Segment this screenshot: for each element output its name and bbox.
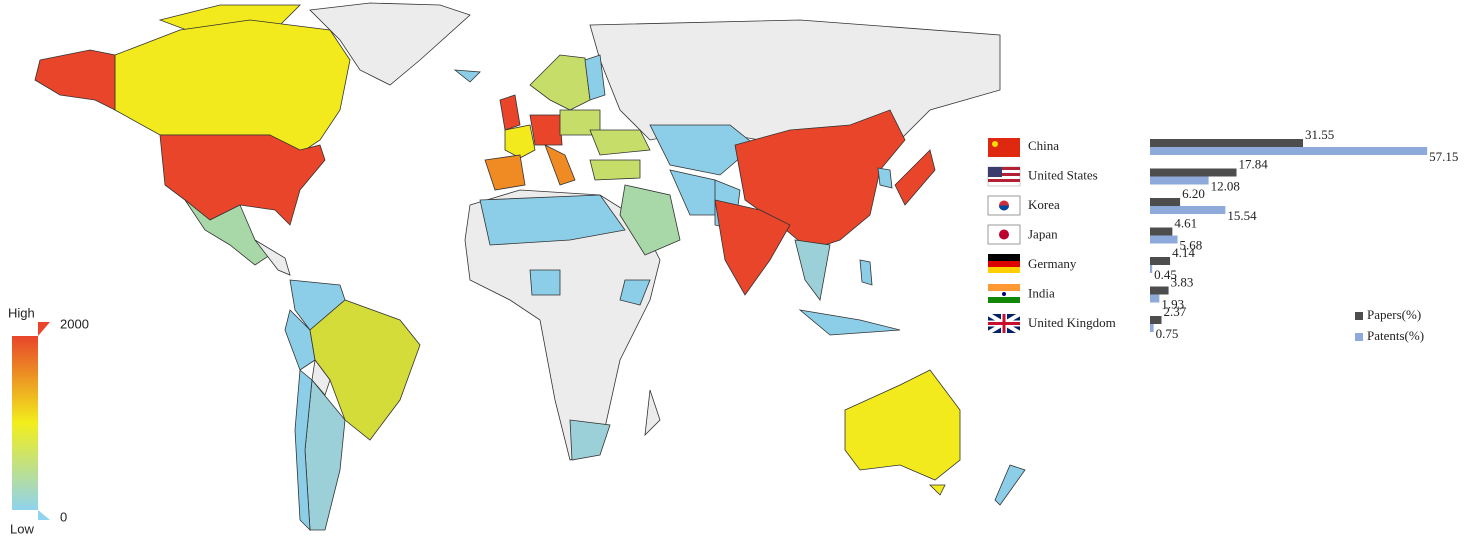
category-label: China <box>1028 138 1059 153</box>
turkey <box>589 159 641 181</box>
bar <box>1150 198 1181 206</box>
chile <box>294 369 313 532</box>
ethiopia <box>619 279 651 306</box>
bar <box>1150 257 1171 265</box>
bar <box>1150 168 1237 177</box>
bar <box>1150 316 1162 324</box>
korea <box>877 167 893 189</box>
scandinavia <box>529 54 591 111</box>
new-zealand <box>994 464 1026 506</box>
colorbar-gradient <box>12 336 38 510</box>
colorbar-max: 2000 <box>60 316 89 331</box>
bar <box>1150 265 1153 273</box>
flag-india <box>988 284 1020 303</box>
value-label: 3.83 <box>1171 274 1194 289</box>
category-label: Japan <box>1028 226 1058 241</box>
saudi-arabia <box>619 184 681 256</box>
world-map <box>34 2 1026 532</box>
central-america <box>254 239 291 276</box>
legend-swatch <box>1355 312 1363 320</box>
flag-uk <box>986 312 1022 335</box>
north-africa <box>479 194 626 246</box>
bar <box>1150 176 1209 185</box>
flag-korea <box>987 195 1021 216</box>
south-africa <box>569 419 611 461</box>
philippines <box>859 259 873 286</box>
tasmania <box>929 484 946 496</box>
india <box>714 199 791 296</box>
category-label: United Kingdom <box>1028 315 1116 330</box>
flags <box>986 138 1022 335</box>
canada <box>114 19 351 161</box>
colorbar-high-label: High <box>8 305 35 320</box>
australia <box>844 369 961 481</box>
bar <box>1150 324 1154 332</box>
value-label: 6.20 <box>1182 186 1205 201</box>
category-label: Korea <box>1028 197 1060 212</box>
colorbar-min: 0 <box>60 509 67 524</box>
value-label: 57.15 <box>1429 149 1458 164</box>
legend-swatch <box>1355 333 1363 341</box>
category-label: Germany <box>1028 256 1077 271</box>
value-label: 1.93 <box>1161 296 1184 311</box>
legend-label: Patents(%) <box>1367 328 1424 343</box>
germany <box>529 114 563 146</box>
bar <box>1150 235 1178 244</box>
value-label: 0.45 <box>1154 267 1177 282</box>
uk <box>499 94 521 131</box>
indonesia <box>798 309 901 336</box>
nigeria <box>529 269 561 296</box>
peru <box>284 309 316 371</box>
madagascar <box>644 389 661 437</box>
colorbar: High 2000 Low 0 <box>8 305 89 536</box>
value-label: 2.37 <box>1163 304 1186 319</box>
colorbar-low-label: Low <box>10 521 34 536</box>
category-label: United States <box>1028 167 1098 182</box>
spain <box>484 154 526 191</box>
value-label: 5.68 <box>1180 237 1203 252</box>
southeast-asia <box>794 239 831 301</box>
value-label: 0.75 <box>1156 326 1179 341</box>
iran <box>669 169 721 216</box>
value-label: 17.84 <box>1239 156 1269 171</box>
value-label: 4.14 <box>1172 245 1195 260</box>
value-label: 12.08 <box>1211 178 1240 193</box>
bar <box>1150 286 1169 295</box>
iceland <box>453 69 481 83</box>
bar <box>1150 139 1304 147</box>
category-label: India <box>1028 285 1055 300</box>
legend-label: Papers(%) <box>1367 307 1421 322</box>
bolivia <box>311 358 331 396</box>
flag-china <box>988 138 1020 157</box>
ukraine <box>589 129 651 156</box>
finland <box>584 54 606 101</box>
colorbar-high-cap <box>38 322 50 336</box>
bar <box>1150 206 1226 214</box>
flag-germany <box>988 254 1020 273</box>
value-label: 15.54 <box>1227 208 1257 223</box>
bar <box>1150 227 1173 236</box>
flag-japan <box>987 224 1021 245</box>
japan <box>894 149 936 206</box>
value-label: 4.61 <box>1174 215 1197 230</box>
russia <box>589 19 1001 141</box>
greenland <box>309 2 471 86</box>
colorbar-low-cap <box>38 510 50 520</box>
france <box>504 124 536 159</box>
flag-usa <box>987 166 1021 187</box>
value-label: 31.55 <box>1305 127 1334 142</box>
alaska <box>34 49 116 111</box>
italy <box>544 144 576 186</box>
bar <box>1150 294 1160 303</box>
bar <box>1150 147 1428 155</box>
